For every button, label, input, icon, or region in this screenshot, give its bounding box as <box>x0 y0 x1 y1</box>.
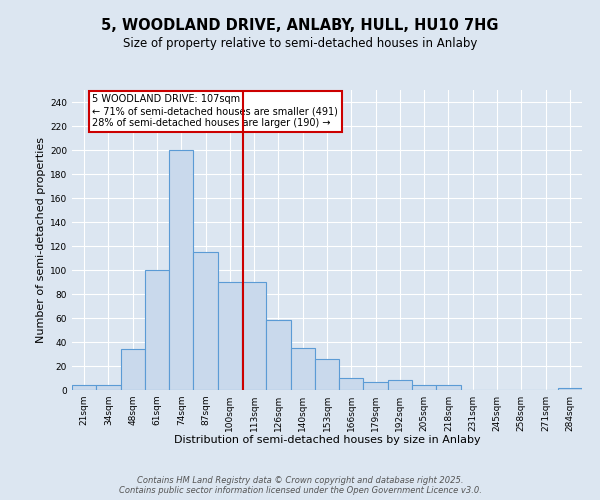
Bar <box>193 252 218 390</box>
Text: 5 WOODLAND DRIVE: 107sqm
← 71% of semi-detached houses are smaller (491)
28% of : 5 WOODLAND DRIVE: 107sqm ← 71% of semi-d… <box>92 94 338 128</box>
Text: 5, WOODLAND DRIVE, ANLABY, HULL, HU10 7HG: 5, WOODLAND DRIVE, ANLABY, HULL, HU10 7H… <box>101 18 499 32</box>
Bar <box>72 385 96 390</box>
Bar <box>558 388 582 390</box>
Bar <box>96 385 121 390</box>
Text: Size of property relative to semi-detached houses in Anlaby: Size of property relative to semi-detach… <box>123 38 477 51</box>
Bar <box>145 270 169 390</box>
Bar <box>290 348 315 390</box>
Bar <box>315 359 339 390</box>
Bar <box>436 385 461 390</box>
Y-axis label: Number of semi-detached properties: Number of semi-detached properties <box>36 137 46 343</box>
Bar <box>266 320 290 390</box>
Bar <box>388 380 412 390</box>
Bar <box>242 282 266 390</box>
Bar <box>121 349 145 390</box>
Bar <box>364 382 388 390</box>
Bar <box>169 150 193 390</box>
Bar <box>339 378 364 390</box>
X-axis label: Distribution of semi-detached houses by size in Anlaby: Distribution of semi-detached houses by … <box>173 436 481 446</box>
Bar <box>218 282 242 390</box>
Bar <box>412 385 436 390</box>
Text: Contains HM Land Registry data © Crown copyright and database right 2025.
Contai: Contains HM Land Registry data © Crown c… <box>119 476 481 495</box>
